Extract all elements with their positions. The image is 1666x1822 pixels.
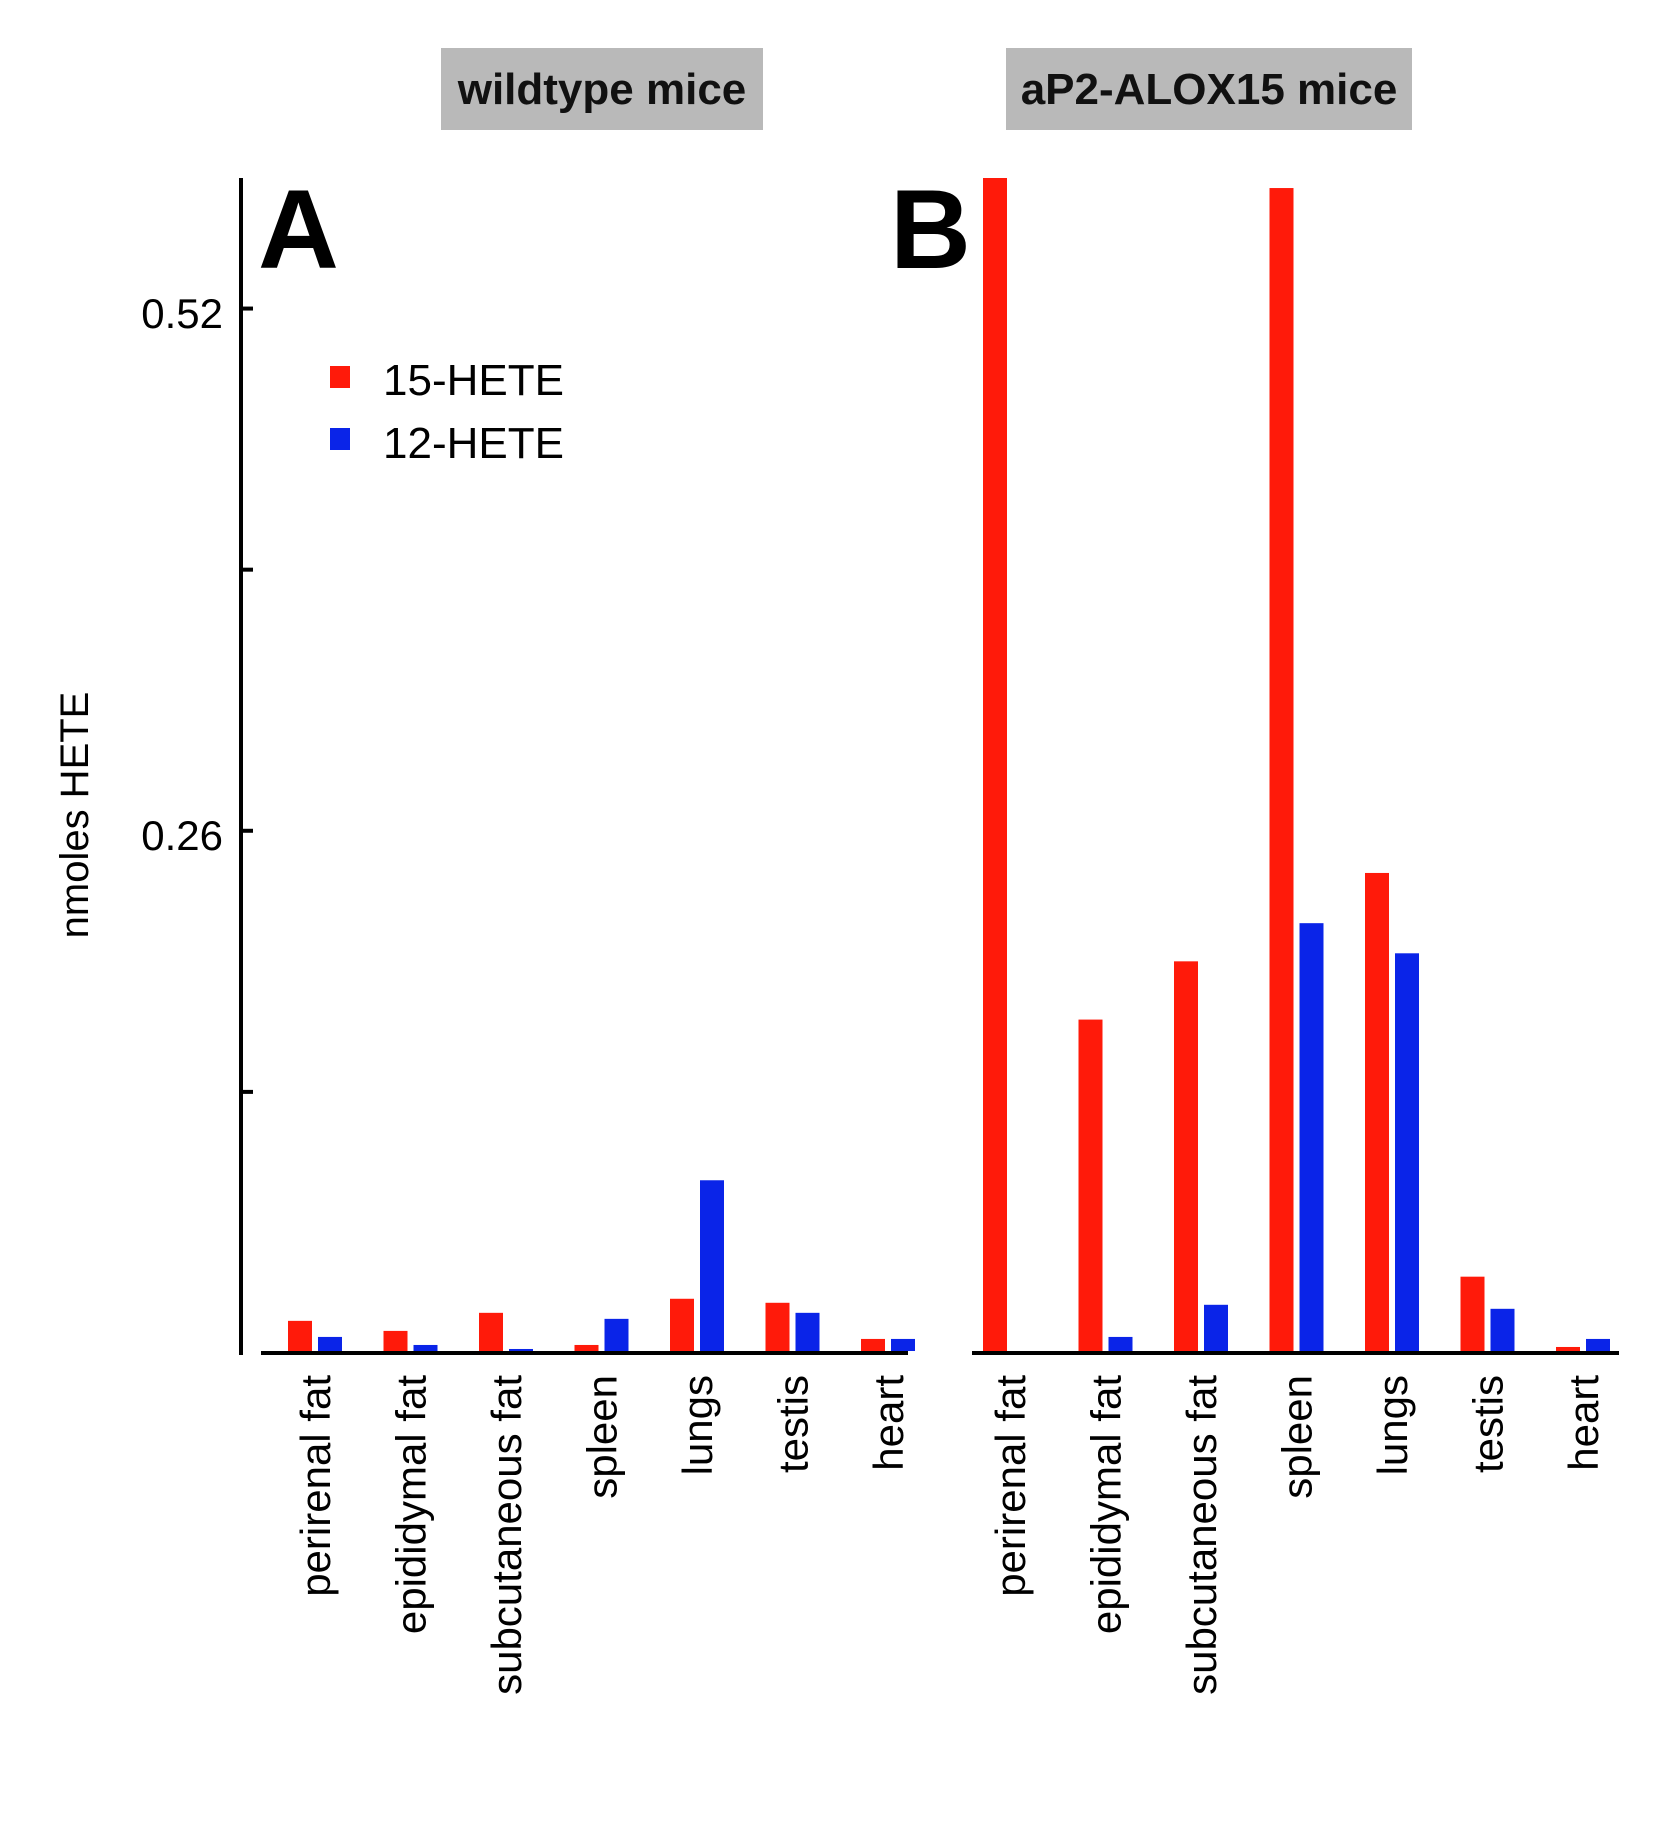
bar-a-perirenal-fat-12-hete [318, 1336, 342, 1351]
category-label-a-heart: heart [865, 1375, 912, 1471]
panel-a-title-box [441, 48, 763, 130]
bar-a-lungs-12-hete [700, 1180, 724, 1351]
bar-a-spleen-15-hete [574, 1344, 599, 1351]
y-ticks [241, 306, 253, 1094]
category-labels-panel-b: perirenal fat epididymal fat subcutaneous … [987, 1375, 1607, 1695]
bar-b-subcutaneous-fat-12-hete [1204, 1304, 1228, 1351]
bar-a-perirenal-fat-15-hete [288, 1320, 312, 1351]
y-axis-label: nmoles HETE [53, 692, 97, 939]
category-label-a-epididymal-fat: epididymal fat [388, 1375, 435, 1634]
bar-b-heart-15-hete [1556, 1346, 1580, 1351]
panel-a-title-text: wildtype mice [457, 65, 747, 114]
category-label-b-lungs: lungs [1369, 1375, 1416, 1475]
bar-b-spleen-12-hete [1299, 923, 1324, 1351]
category-label-b-testis: testis [1465, 1375, 1512, 1473]
panel-b-title-text: aP2-ALOX15 mice [1021, 65, 1398, 114]
panel-a-letter: A [258, 167, 339, 292]
bar-a-subcutaneous-fat-12-hete [509, 1348, 533, 1351]
panel-b-letter: B [890, 167, 971, 292]
category-label-b-epididymal-fat: epididymal fat [1083, 1375, 1130, 1634]
bar-a-subcutaneous-fat-15-hete [479, 1312, 503, 1351]
legend-swatch-12-hete [330, 428, 350, 450]
bar-a-epididymal-fat-15-hete [383, 1330, 408, 1351]
bar-b-spleen-15-hete [1269, 188, 1294, 1352]
bars-panel-b [983, 178, 1610, 1352]
legend-label-12-hete: 12-HETE [383, 419, 564, 468]
category-label-b-perirenal-fat: perirenal fat [987, 1375, 1034, 1597]
category-label-a-perirenal-fat: perirenal fat [292, 1375, 339, 1597]
category-label-b-heart: heart [1560, 1375, 1607, 1471]
category-label-a-subcutaneous-fat: subcutaneous fat [483, 1375, 530, 1695]
panel-b-title: aP2-ALOX15 mice [1006, 48, 1412, 130]
legend-swatch-15-hete [330, 366, 350, 388]
category-label-a-testis: testis [770, 1375, 817, 1473]
y-tick-label-026: 0.26 [141, 812, 223, 859]
bar-b-perirenal-fat-15-hete [983, 178, 1007, 1351]
bar-a-spleen-12-hete [604, 1318, 629, 1351]
bar-a-testis-15-hete [765, 1302, 790, 1351]
panel-b-title-box [1006, 48, 1412, 130]
category-label-b-subcutaneous-fat: subcutaneous fat [1178, 1375, 1225, 1695]
bar-a-heart-15-hete [861, 1338, 885, 1351]
bar-a-heart-12-hete [891, 1338, 915, 1351]
bars-panel-a [288, 1180, 915, 1351]
y-tick-label-052: 0.52 [141, 290, 223, 337]
category-label-b-spleen: spleen [1274, 1375, 1321, 1499]
category-labels-panel-a: perirenal fat epididymal fat subcutaneous … [292, 1375, 912, 1695]
bar-a-lungs-15-hete [670, 1298, 694, 1351]
category-label-a-spleen: spleen [579, 1375, 626, 1499]
bar-b-epididymal-fat-12-hete [1108, 1336, 1133, 1351]
category-label-a-lungs: lungs [674, 1375, 721, 1475]
bar-b-testis-15-hete [1460, 1276, 1485, 1351]
legend-label-15-hete: 15-HETE [383, 356, 564, 405]
bar-a-epididymal-fat-12-hete [413, 1344, 438, 1351]
bar-b-heart-12-hete [1586, 1338, 1610, 1351]
legend: 15-HETE 12-HETE [330, 356, 564, 468]
bar-b-epididymal-fat-15-hete [1078, 1019, 1103, 1351]
bar-b-testis-12-hete [1490, 1308, 1515, 1351]
bar-b-lungs-12-hete [1395, 953, 1419, 1351]
panel-a-title: wildtype mice [441, 48, 763, 130]
bar-a-testis-12-hete [795, 1312, 820, 1351]
bar-b-lungs-15-hete [1365, 872, 1389, 1351]
bar-b-subcutaneous-fat-15-hete [1174, 961, 1198, 1351]
